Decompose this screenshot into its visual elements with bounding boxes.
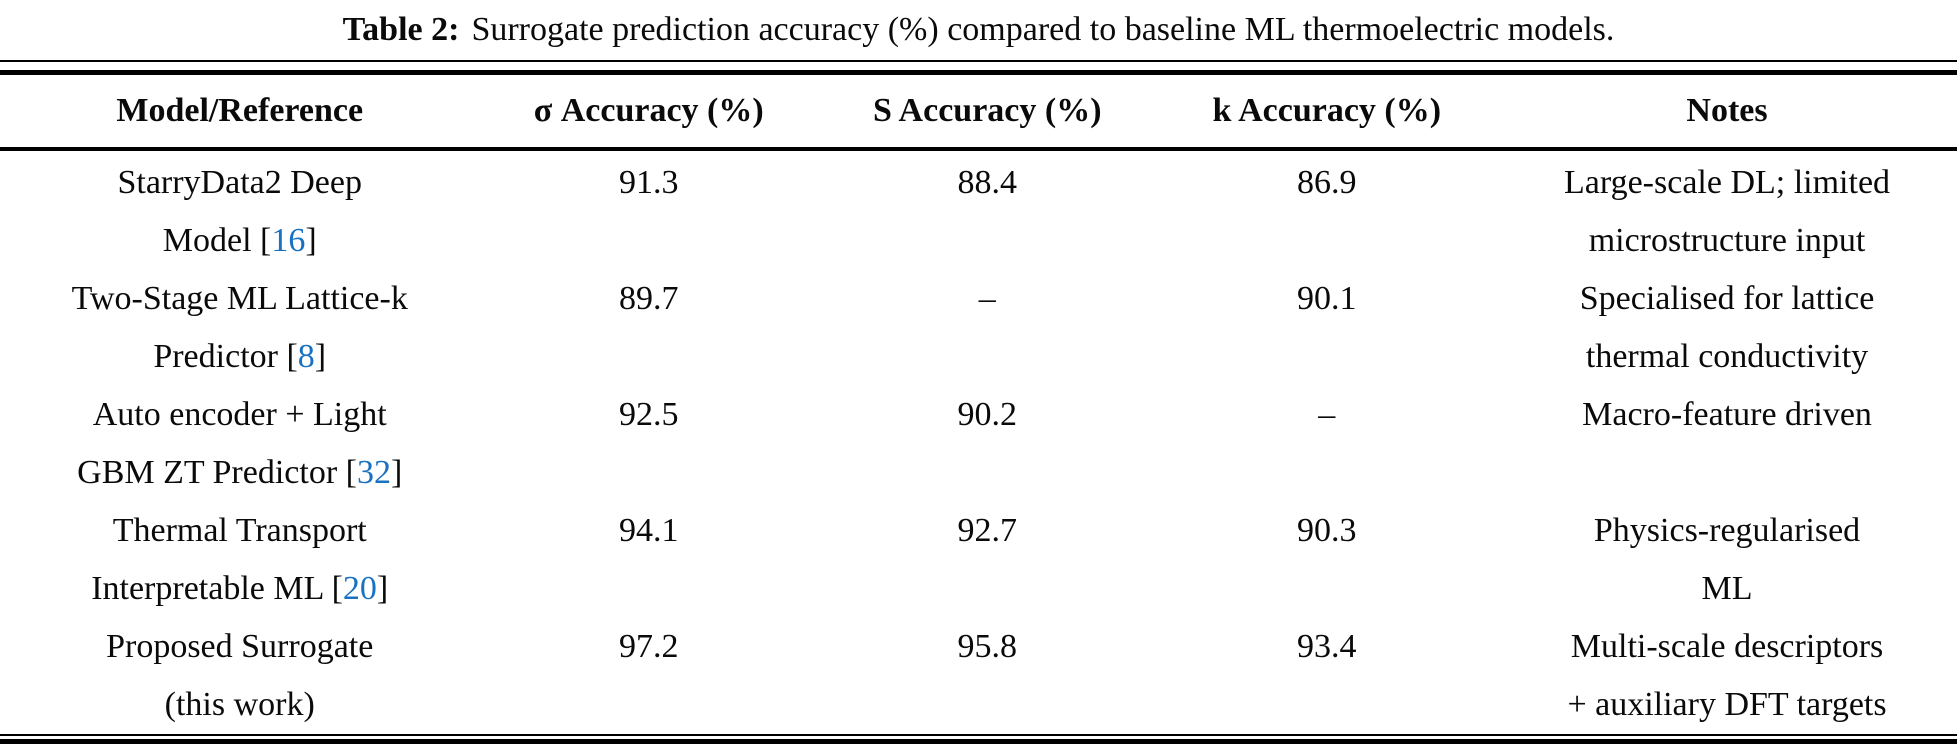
model-cell: Proposed Surrogate (this work) — [0, 618, 479, 734]
model-ref-bracket: ] — [305, 222, 317, 259]
sigma-accuracy-cell: 89.7 — [618, 280, 679, 317]
header-k-accuracy: k Accuracy (%) — [1156, 75, 1498, 151]
notes-line1: Macro-feature driven — [1582, 396, 1872, 433]
header-s-accuracy: S Accuracy (%) — [818, 75, 1157, 151]
notes-line2: ML — [1701, 570, 1753, 607]
model-ref-text: Interpretable ML [ — [91, 570, 343, 607]
table-caption-text: Surrogate prediction accuracy (%) compar… — [471, 11, 1615, 48]
model-name-line2: (this work) — [0, 676, 479, 734]
header-row: Model/Reference σ Accuracy (%) S Accurac… — [0, 75, 1957, 151]
s-accuracy-cell: 90.2 — [957, 396, 1018, 433]
model-cell: Auto encoder + Light GBM ZT Predictor [3… — [0, 386, 479, 502]
sigma-accuracy-cell: 97.2 — [618, 628, 679, 665]
header-sigma-accuracy: σ Accuracy (%) — [479, 75, 818, 151]
model-name-line1: Proposed Surrogate — [106, 628, 374, 665]
model-ref-text: GBM ZT Predictor [ — [77, 454, 357, 491]
notes-line2: + auxiliary DFT targets — [1567, 686, 1887, 723]
model-name-line2: Predictor [8] — [0, 328, 479, 386]
notes-line2: thermal conductivity — [1585, 338, 1869, 375]
citation-link[interactable]: 20 — [342, 570, 377, 607]
model-name-line2: Model [16] — [0, 212, 479, 270]
model-cell: Thermal Transport Interpretable ML [20] — [0, 502, 479, 618]
bottom-rule-thick — [0, 739, 1957, 744]
model-ref-bracket: ] — [376, 570, 389, 607]
model-name-line1: Auto encoder + Light — [92, 396, 387, 433]
table-caption: Table 2: Surrogate prediction accuracy (%… — [0, 0, 1957, 58]
sigma-accuracy-cell: 94.1 — [618, 512, 679, 549]
k-accuracy-cell: 86.9 — [1297, 164, 1357, 201]
notes-cell: Large-scale DL; limited microstructure i… — [1497, 149, 1957, 270]
k-accuracy-cell: 90.1 — [1297, 280, 1357, 317]
header-model-reference: Model/Reference — [0, 75, 480, 151]
sigma-accuracy-cell: 92.5 — [618, 396, 679, 433]
notes-line2: microstructure input — [1588, 222, 1866, 259]
notes-cell: Multi-scale descriptors + auxiliary DFT … — [1497, 618, 1957, 734]
notes-line1: Large-scale DL; limited — [1564, 164, 1891, 201]
notes-line1: Multi-scale descriptors — [1570, 628, 1884, 665]
top-rule-thick — [0, 70, 1957, 75]
s-accuracy-cell: 95.8 — [957, 628, 1018, 665]
model-cell: StarryData2 Deep Model [16] — [0, 149, 479, 270]
model-ref-text: Model [ — [162, 222, 272, 259]
model-name-line1: StarryData2 Deep — [117, 164, 362, 201]
notes-line1: Specialised for lattice — [1579, 280, 1875, 317]
k-accuracy-cell: – — [1318, 396, 1336, 433]
table-row: StarryData2 Deep Model [16] 91.3 88.4 86… — [0, 149, 1957, 270]
table-caption-label: Table 2: — [342, 11, 460, 48]
model-name-line1: Thermal Transport — [112, 512, 367, 549]
model-cell: Two-Stage ML Lattice-k Predictor [8] — [0, 270, 479, 386]
model-name-line2: Interpretable ML [20] — [0, 560, 479, 618]
table-row: Thermal Transport Interpretable ML [20] … — [0, 502, 1957, 618]
notes-line1: Physics-regularised — [1593, 512, 1861, 549]
k-accuracy-cell: 93.4 — [1297, 628, 1357, 665]
citation-link[interactable]: 32 — [356, 454, 391, 491]
table-row: Two-Stage ML Lattice-k Predictor [8] 89.… — [0, 270, 1957, 386]
notes-cell: Specialised for lattice thermal conducti… — [1497, 270, 1957, 386]
citation-link[interactable]: 16 — [271, 222, 306, 259]
table-row: Auto encoder + Light GBM ZT Predictor [3… — [0, 386, 1957, 502]
bottom-rule-thin — [0, 734, 1957, 736]
citation-link[interactable]: 8 — [297, 338, 315, 375]
table-row: Proposed Surrogate (this work) 97.2 95.8… — [0, 618, 1957, 734]
model-ref-text: Predictor [ — [153, 338, 298, 375]
model-ref-bracket: ] — [390, 454, 403, 491]
model-ref-text: (this work) — [164, 686, 315, 723]
notes-cell: Macro-feature driven — [1497, 386, 1957, 502]
model-ref-bracket: ] — [314, 338, 327, 375]
model-name-line2: GBM ZT Predictor [32] — [0, 444, 479, 502]
top-rule-thin — [0, 60, 1957, 62]
accuracy-table: Model/Reference σ Accuracy (%) S Accurac… — [0, 75, 1957, 734]
sigma-accuracy-cell: 91.3 — [618, 164, 679, 201]
notes-cell: Physics-regularised ML — [1497, 502, 1957, 618]
k-accuracy-cell: 90.3 — [1297, 512, 1357, 549]
header-notes: Notes — [1497, 75, 1957, 151]
s-accuracy-cell: 88.4 — [957, 164, 1018, 201]
s-accuracy-cell: – — [978, 280, 996, 317]
model-name-line1: Two-Stage ML Lattice-k — [71, 280, 408, 317]
s-accuracy-cell: 92.7 — [957, 512, 1018, 549]
